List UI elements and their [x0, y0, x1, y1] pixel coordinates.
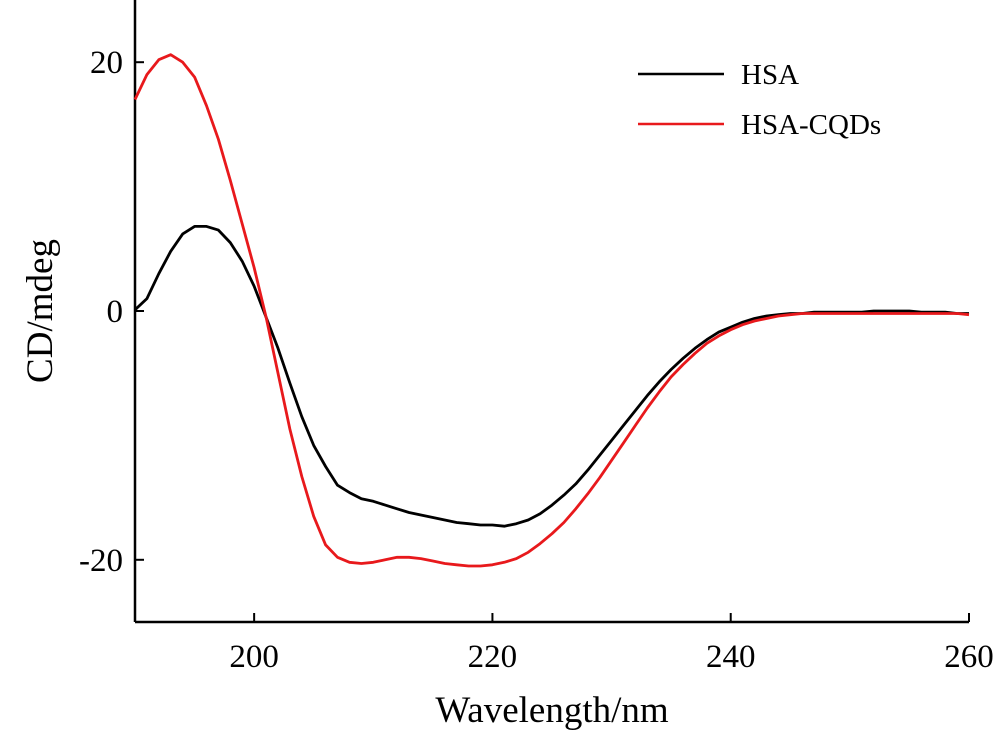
x-tick-label: 240 — [706, 639, 756, 675]
y-axis-title: CD/mdeg — [20, 239, 61, 383]
data-series — [133, 53, 970, 568]
series-line-hsa — [134, 224, 969, 528]
series-line-hsa-cqds — [133, 53, 970, 568]
legend-label-hsa: HSA — [741, 59, 799, 91]
y-tick-label: 0 — [107, 294, 124, 330]
x-tick-label: 220 — [468, 639, 518, 675]
y-tick-label: 20 — [90, 45, 123, 81]
x-axis-title: Wavelength/nm — [435, 690, 669, 731]
legend-label-hsa-cqds: HSA-CQDs — [741, 109, 881, 141]
y-tick-label: -20 — [79, 543, 123, 579]
x-tick-label: 260 — [944, 639, 994, 675]
x-tick-label: 200 — [229, 639, 279, 675]
legend: HSA HSA-CQDs — [638, 59, 881, 141]
